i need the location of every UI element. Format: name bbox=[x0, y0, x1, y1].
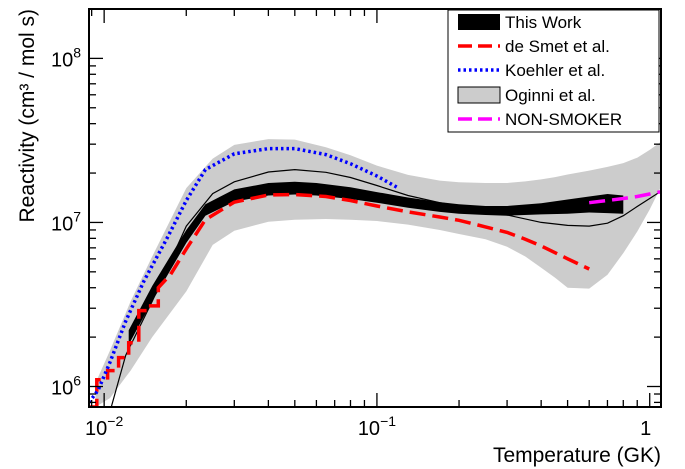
legend: This Work de Smet et al. Koehler et al. … bbox=[447, 9, 660, 133]
x-tick-label: 10−2 bbox=[85, 413, 123, 440]
legend-swatch-oginni bbox=[457, 86, 501, 104]
legend-swatch-this-work bbox=[458, 14, 500, 30]
x-tick-label: 10−1 bbox=[358, 413, 396, 440]
line-non-smoker bbox=[588, 189, 661, 205]
legend-label-this-work: This Work bbox=[505, 13, 582, 32]
x-axis-title: Temperature (GK) bbox=[493, 444, 661, 467]
legend-label-de-smet: de Smet et al. bbox=[505, 37, 610, 56]
y-tick-label: 106 bbox=[51, 373, 81, 400]
y-axis-title: Reactivity (cm³ / mol s) bbox=[16, 9, 39, 223]
x-axis-title-text: Temperature (GK) bbox=[493, 444, 661, 467]
y-tick-label: 107 bbox=[51, 208, 81, 235]
y-tick-label: 108 bbox=[51, 44, 81, 71]
x-tick-label: 1 bbox=[640, 418, 651, 440]
plot-frame bbox=[88, 8, 662, 408]
legend-label-non-smoker: NON-SMOKER bbox=[505, 110, 622, 129]
legend-label-oginni: Oginni et al. bbox=[505, 86, 596, 105]
line-de-smet-et-al bbox=[89, 192, 590, 407]
series-layer bbox=[89, 139, 661, 407]
tick-label-layer: 10−2 10−1 1 106 107 108 bbox=[51, 44, 651, 440]
legend-label-koehler: Koehler et al. bbox=[505, 61, 605, 80]
y-axis-title-text: Reactivity (cm³ / mol s) bbox=[16, 9, 39, 223]
line-koehler-et-al bbox=[89, 146, 400, 404]
line-oginni-et-al bbox=[110, 168, 661, 407]
legend-box bbox=[447, 9, 660, 133]
